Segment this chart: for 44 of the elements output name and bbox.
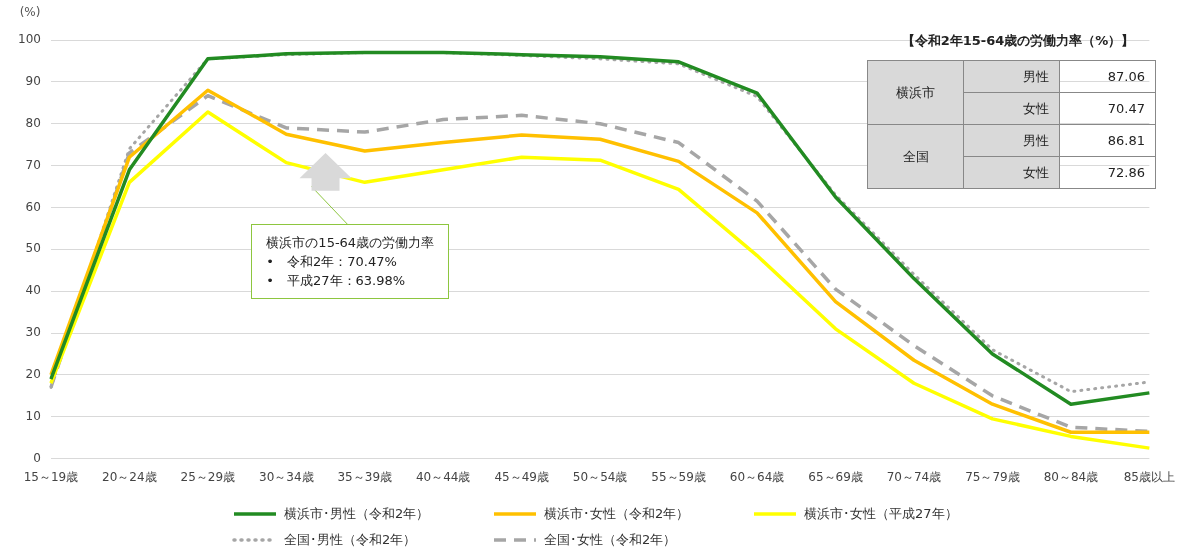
y-tick-label: 20 — [25, 367, 41, 382]
y-axis-title: (%) — [19, 5, 41, 19]
x-tick-label: 80～84歳 — [1043, 469, 1099, 484]
y-tick-label: 50 — [25, 241, 41, 256]
y-tick-label: 0 — [33, 450, 41, 465]
x-tick-label: 30～34歳 — [259, 469, 314, 484]
annotation: 女性 — [963, 92, 1060, 125]
annotation: 男性 — [963, 60, 1060, 93]
annotation: 横浜市の15-64歳の労働力率 • 令和2年：70.47% • 平成27年：63.98% — [251, 224, 450, 300]
x-tick-label: 40～44歳 — [415, 469, 471, 484]
y-tick-label: 100 — [18, 32, 41, 47]
legend-label: 全国･女性（令和2年） — [544, 531, 677, 549]
x-tick-label: 50～54歳 — [572, 469, 628, 484]
x-tick-label: 45～49歳 — [494, 469, 549, 484]
y-tick-label: 10 — [25, 408, 41, 423]
annotation: 女性 — [963, 156, 1060, 189]
x-tick-label: 85歳以上 — [1123, 469, 1176, 484]
x-tick-label: 35～39歳 — [337, 469, 393, 484]
x-tick-label: 15～19歳 — [23, 469, 79, 484]
text: 【令和2年15-64歳の労働力率（%）】 — [900, 32, 1136, 50]
y-tick-label: 60 — [25, 199, 41, 214]
y-tick-label: 90 — [25, 73, 41, 88]
legend-label: 横浜市･女性（平成27年） — [804, 505, 958, 523]
legend-label: 全国･男性（令和2年） — [284, 531, 417, 549]
x-tick-label: 20～24歳 — [102, 469, 157, 484]
y-tick-label: 30 — [25, 325, 41, 340]
x-tick-label: 75～79歳 — [965, 469, 1020, 484]
annotation: 86.81 — [1059, 124, 1156, 157]
x-tick-label: 55～59歳 — [651, 469, 706, 484]
x-tick-label: 25～29歳 — [180, 469, 236, 484]
annotation: 男性 — [963, 124, 1060, 157]
y-tick-label: 40 — [25, 283, 41, 298]
x-tick-label: 60～64歳 — [729, 469, 785, 484]
annotation: 70.47 — [1059, 92, 1156, 125]
y-tick-label: 70 — [25, 157, 41, 172]
x-tick-label: 65～69歳 — [808, 469, 863, 484]
annotation: 87.06 — [1059, 60, 1156, 93]
legend-label: 横浜市･女性（令和2年） — [544, 505, 690, 523]
legend-label: 横浜市･男性（令和2年） — [284, 505, 430, 523]
annotation: 72.86 — [1059, 156, 1156, 189]
annotation: 全国 — [867, 124, 964, 189]
y-tick-label: 80 — [25, 115, 41, 130]
x-tick-label: 70～74歳 — [886, 469, 942, 484]
annotation: 横浜市 — [867, 60, 964, 125]
